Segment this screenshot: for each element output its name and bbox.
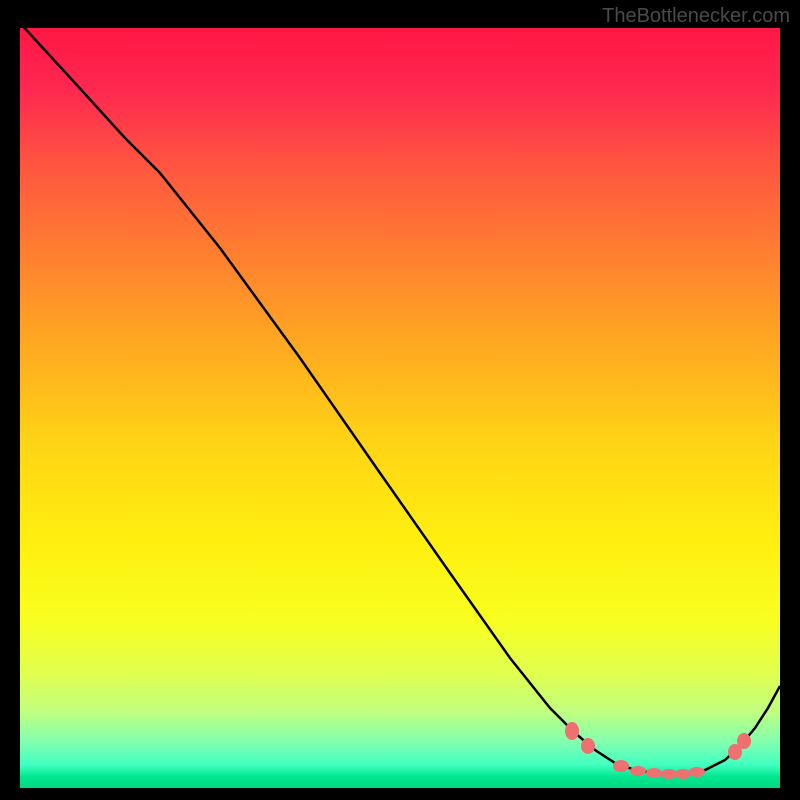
chart-container (20, 28, 780, 788)
data-points (565, 722, 751, 779)
data-point (689, 767, 705, 777)
bottleneck-curve (20, 28, 780, 774)
data-point (581, 738, 595, 754)
data-point (661, 769, 677, 779)
data-point (613, 760, 629, 772)
data-point (630, 766, 646, 776)
data-point (646, 768, 662, 778)
data-point (675, 769, 691, 779)
curve-layer (20, 28, 780, 788)
watermark-text: TheBottlenecker.com (602, 5, 790, 28)
data-point (565, 722, 579, 740)
data-point (737, 733, 751, 749)
